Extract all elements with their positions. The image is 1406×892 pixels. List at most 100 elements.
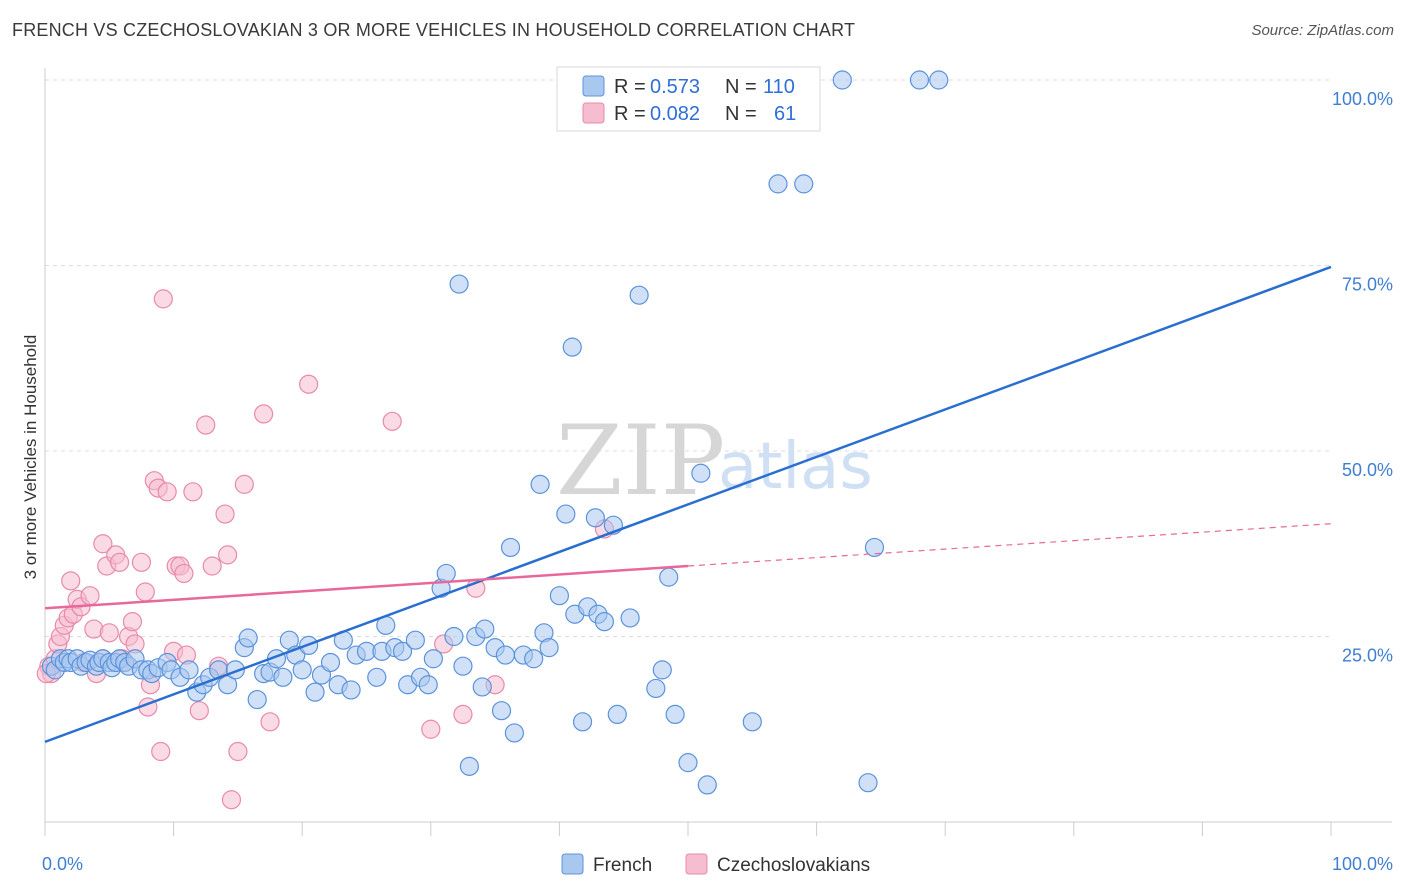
y-tick-label: 25.0%	[1342, 646, 1393, 666]
french-point	[646, 678, 666, 699]
french-point	[530, 474, 550, 494]
czech-point	[453, 704, 473, 725]
y-tick-label: 75.0%	[1342, 275, 1393, 295]
czech-point	[99, 623, 119, 643]
french-point	[247, 689, 267, 710]
french-point	[858, 773, 878, 793]
french-point	[292, 660, 312, 680]
czech-point	[421, 719, 441, 739]
x-tick-label: 0.0%	[42, 854, 83, 874]
french-point	[594, 612, 615, 632]
french-point	[459, 756, 479, 776]
czech-point	[131, 552, 152, 572]
czech-point	[174, 563, 194, 584]
legend-n-value-czech: 61	[774, 103, 796, 125]
czech-point	[234, 474, 254, 494]
french-point	[367, 667, 387, 687]
czech-point	[254, 404, 274, 424]
czech-point	[157, 482, 177, 502]
bottom-legend-swatch-french	[561, 853, 584, 875]
french-point	[444, 626, 464, 647]
french-point	[556, 504, 576, 524]
legend-swatch-french	[582, 75, 605, 97]
czech-point	[93, 534, 113, 554]
french-point	[453, 656, 473, 676]
french-point	[549, 586, 570, 606]
watermark: ZIP atlas	[556, 405, 873, 517]
czech-point	[61, 571, 81, 591]
french-point	[392, 641, 413, 661]
french-point	[697, 775, 717, 795]
grid-layer	[45, 79, 1331, 637]
french-point	[909, 70, 930, 90]
french-point	[449, 274, 469, 294]
french-point	[832, 70, 852, 90]
czech-point	[153, 289, 173, 309]
french-point	[418, 675, 438, 695]
french-point	[742, 712, 762, 732]
czech-point	[80, 586, 100, 606]
french-point	[652, 660, 672, 680]
czech-trend-extension	[687, 523, 1332, 567]
french-point	[864, 537, 885, 558]
czech-point	[299, 374, 319, 394]
y-tick-label: 100.0%	[1332, 89, 1393, 109]
french-point	[475, 619, 495, 639]
czech-point	[221, 790, 242, 810]
trend-layer	[44, 265, 1332, 744]
french-point	[607, 704, 627, 725]
french-point	[341, 680, 361, 700]
french-point	[405, 630, 425, 650]
stats-legend: R = 0.573 N = 110 R = 0.082 N = 61	[556, 66, 821, 132]
french-point	[436, 563, 456, 584]
french-point	[585, 508, 606, 528]
french-point	[423, 649, 443, 669]
french-point	[320, 652, 341, 673]
french-point	[495, 645, 515, 665]
french-point	[691, 463, 711, 483]
bottom-legend-label-french: French	[593, 855, 652, 876]
chart-source: Source: ZipAtlas.com	[1251, 22, 1394, 39]
bottom-legend-label-czech: Czechoslovakians	[717, 855, 870, 876]
czech-trend-line	[44, 564, 689, 610]
czech-points	[36, 289, 615, 810]
legend-n-value-french: 110	[763, 76, 795, 98]
czech-point	[202, 556, 222, 576]
french-point	[562, 337, 582, 357]
bottom-legend: French Czechoslovakians	[561, 853, 870, 876]
czech-point	[382, 411, 402, 431]
legend-r-value-czech: 0.082	[650, 103, 700, 125]
y-axis-label: 3 or more Vehicles in Household	[21, 335, 40, 580]
french-point	[179, 660, 199, 680]
french-point	[539, 638, 559, 658]
czech-point	[109, 552, 130, 572]
czech-point	[183, 482, 203, 502]
french-point	[659, 567, 679, 587]
y-tick-label: 50.0%	[1342, 460, 1393, 480]
french-trend-line	[44, 265, 1332, 744]
legend-r-label-french: R =	[614, 76, 646, 98]
legend-n-label-czech: N =	[725, 103, 757, 125]
legend-n-label-french: N =	[725, 76, 757, 98]
axes-layer: 25.0% 50.0% 75.0% 100.0% 0.0% 100.0%	[42, 68, 1393, 874]
french-point	[273, 667, 293, 687]
french-point	[491, 701, 512, 721]
czech-point	[189, 701, 209, 721]
czech-point	[135, 582, 155, 602]
french-point	[929, 70, 949, 90]
czech-point	[215, 504, 235, 524]
legend-r-value-french: 0.573	[650, 76, 700, 98]
czech-point	[218, 545, 238, 565]
legend-swatch-czech	[582, 102, 605, 124]
french-points	[41, 70, 949, 795]
french-point	[472, 677, 492, 697]
french-point	[572, 712, 593, 732]
x-tick-label: 100.0%	[1332, 854, 1393, 874]
french-point	[238, 628, 258, 648]
french-point	[620, 608, 640, 628]
french-point	[794, 174, 814, 194]
french-point	[500, 537, 521, 558]
french-point	[629, 285, 649, 305]
french-point	[678, 753, 698, 773]
